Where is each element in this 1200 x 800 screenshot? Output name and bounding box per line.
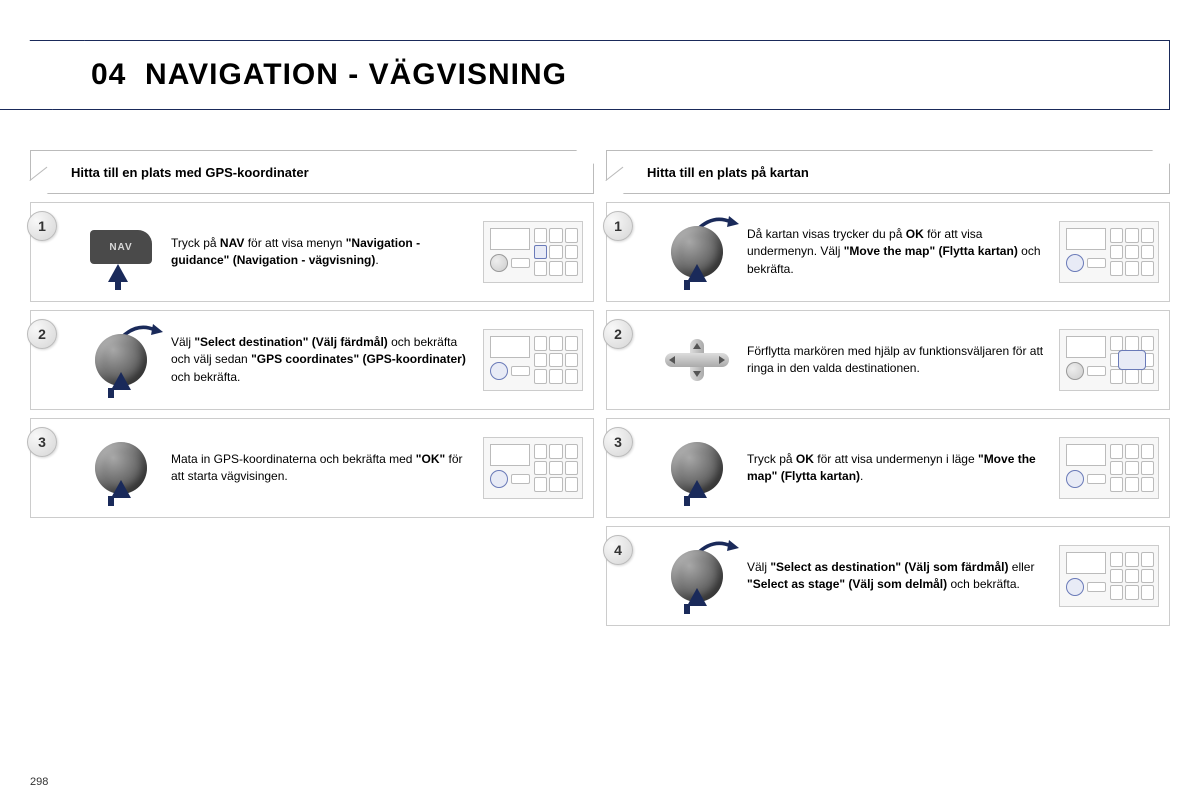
right-column: Hitta till en plats på kartan 1 Då kartan…: [606, 150, 1170, 626]
step-text: Välj "Select as destination" (Välj som f…: [747, 559, 1049, 594]
device-thumbnail: [1059, 221, 1159, 283]
dial-turn-icon: [95, 334, 147, 386]
step-number-badge: 3: [27, 427, 57, 457]
step-text: Då kartan visas trycker du på OK för att…: [747, 226, 1049, 278]
content-columns: Hitta till en plats med GPS-koordinater …: [30, 150, 1170, 626]
right-heading: Hitta till en plats på kartan: [606, 150, 1170, 194]
left-heading: Hitta till en plats med GPS-koordinater: [30, 150, 594, 194]
page-title: 04 NAVIGATION - VÄGVISNING: [91, 58, 567, 92]
device-thumbnail: [483, 437, 583, 499]
step-row: 1 Då kartan visas trycker du på OK för at…: [606, 202, 1170, 302]
step-text: Tryck på NAV för att visa menyn "Navigat…: [171, 235, 473, 270]
step-row: 2 Välj "Select destination" (Välj färdmål…: [30, 310, 594, 410]
step-number-badge: 1: [603, 211, 633, 241]
left-column: Hitta till en plats med GPS-koordinater …: [30, 150, 594, 626]
dpad-icon: [665, 339, 729, 381]
page-header: 04 NAVIGATION - VÄGVISNING: [30, 40, 1170, 110]
step-row: 3 Mata in GPS-koordinaterna och bekräfta …: [30, 418, 594, 518]
section-title: NAVIGATION - VÄGVISNING: [145, 58, 567, 91]
step-number-badge: 3: [603, 427, 633, 457]
right-heading-text: Hitta till en plats på kartan: [647, 165, 809, 180]
step-row: 2 Förflytta markören med hjälp av funktio…: [606, 310, 1170, 410]
dial-turn-icon: [671, 550, 723, 602]
device-thumbnail: [483, 221, 583, 283]
step-row: 3 Tryck på OK för att visa undermenyn i l…: [606, 418, 1170, 518]
nav-button-icon: NAV: [86, 228, 156, 276]
step-number-badge: 2: [603, 319, 633, 349]
step-number-badge: 1: [27, 211, 57, 241]
dial-turn-icon: [671, 226, 723, 278]
dial-press-icon: [671, 442, 723, 494]
step-text: Förflytta markören med hjälp av funktion…: [747, 343, 1049, 378]
step-text: Mata in GPS-koordinaterna och bekräfta m…: [171, 451, 473, 486]
step-text: Tryck på OK för att visa undermenyn i lä…: [747, 451, 1049, 486]
device-thumbnail: [1059, 437, 1159, 499]
step-text: Välj "Select destination" (Välj färdmål)…: [171, 334, 473, 386]
dial-press-icon: [95, 442, 147, 494]
device-thumbnail: [1059, 329, 1159, 391]
page-number: 298: [30, 776, 48, 788]
device-thumbnail: [483, 329, 583, 391]
left-heading-text: Hitta till en plats med GPS-koordinater: [71, 165, 309, 180]
step-row: 1 NAV Tryck på NAV för att visa menyn "Nav…: [30, 202, 594, 302]
device-thumbnail: [1059, 545, 1159, 607]
step-row: 4 Välj "Select as destination" (Välj som …: [606, 526, 1170, 626]
section-number: 04: [91, 58, 126, 91]
step-number-badge: 4: [603, 535, 633, 565]
step-number-badge: 2: [27, 319, 57, 349]
